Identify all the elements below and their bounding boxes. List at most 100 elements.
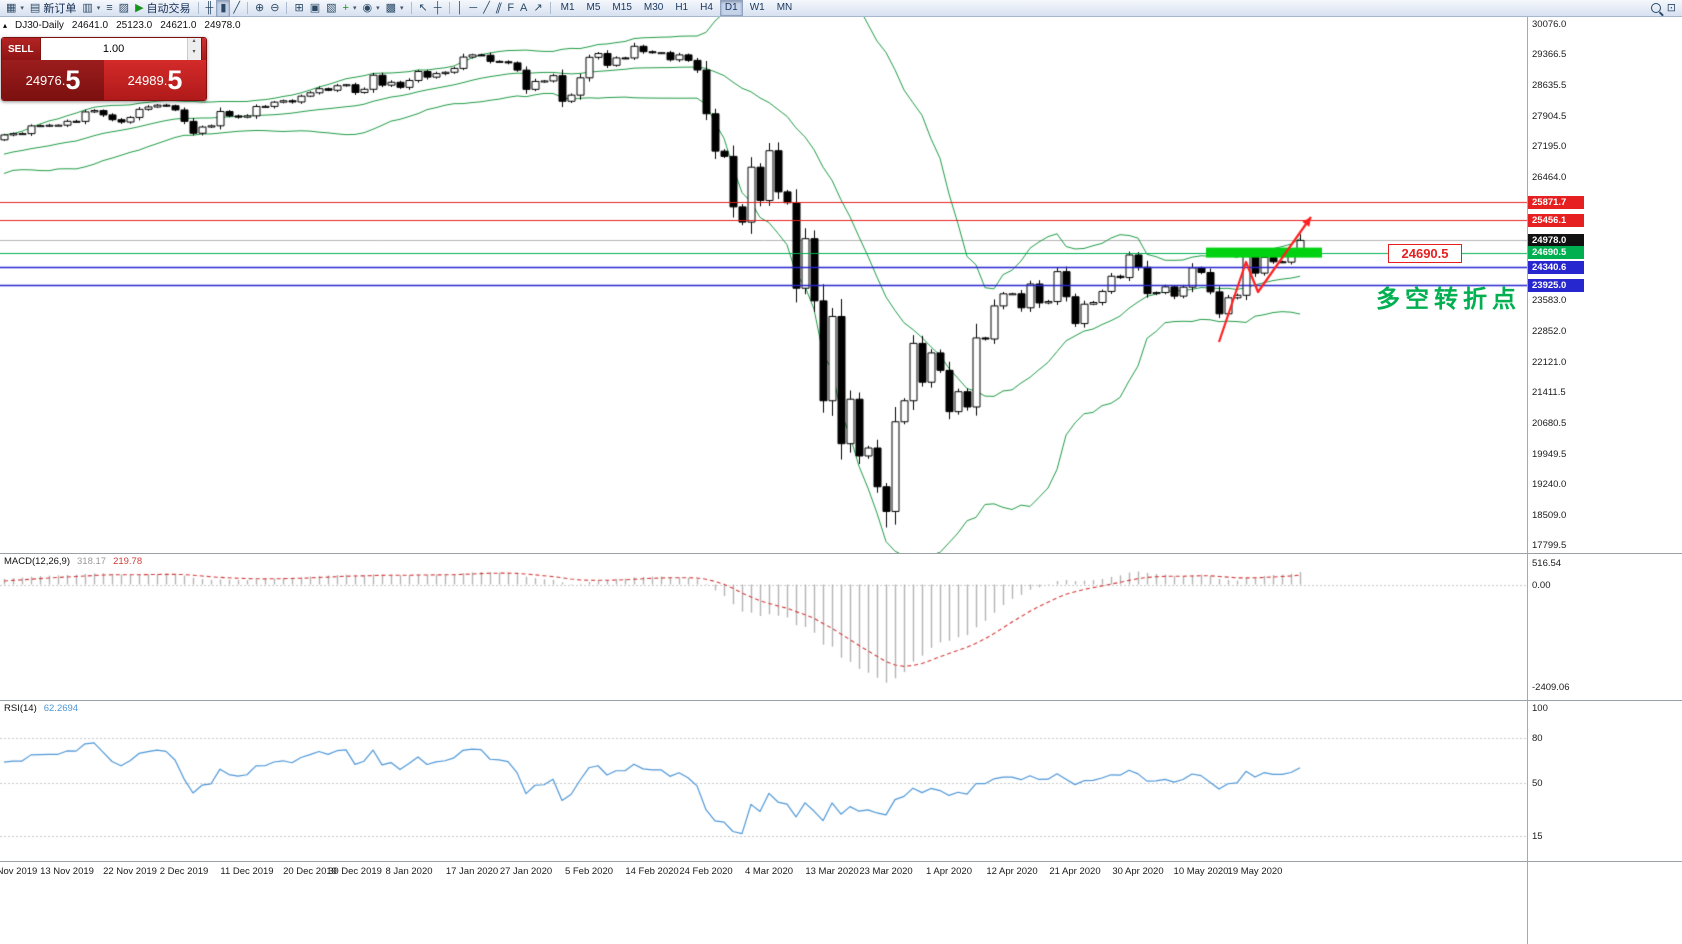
panel-separator[interactable] — [0, 553, 1682, 554]
toolbar: ▦ ▾ ▤ 新订单 ▥ ▾ ≡ ▨ ▶ 自动交易 ╫ ▮ ╱ ⊕ ⊖ ⊞ ▣ ▧ + ▾ ◉ ▾ ▩ ▾ ↖ ┼ │ ─ ╱ ∥ F A ↗ M1… — [0, 0, 1682, 17]
tile-windows-button[interactable]: ⊞ — [291, 1, 306, 16]
line-chart-button[interactable]: ╱ — [230, 1, 243, 16]
market-watch-button[interactable]: ≡ — [103, 1, 115, 16]
volume-up-icon[interactable]: ▴ — [187, 38, 201, 49]
vertical-line-tool-button[interactable]: │ — [454, 1, 467, 16]
timeframe-w1-button[interactable]: W1 — [749, 2, 765, 13]
date-label: 19 May 2020 — [1227, 866, 1283, 877]
buy-price-button[interactable]: 24989. 5 — [104, 60, 206, 100]
templates-icon: ▩ — [385, 2, 396, 14]
horizontal-line-tool-button[interactable]: ─ — [466, 1, 480, 16]
volume-down-icon[interactable]: ▾ — [187, 49, 201, 60]
one-click-collapse-icon[interactable]: ▴ — [3, 21, 8, 30]
timeframe-m30-button[interactable]: M30 — [643, 2, 664, 13]
text-tool-button[interactable]: A — [517, 1, 530, 16]
price-tag-support-line[interactable]: 24690.5 — [1528, 246, 1584, 260]
price-tag-support-line[interactable]: 24340.6 — [1528, 260, 1584, 274]
profiles-button[interactable]: ▥ ▾ — [79, 1, 103, 16]
date-label: 5 Nov 2019 — [0, 866, 38, 877]
timeframe-m5-button[interactable]: M5 — [586, 2, 601, 13]
price-axis[interactable]: 30076.0 29366.5 28635.5 27904.5 27195.0 26464… — [1527, 17, 1682, 944]
bar-chart-button[interactable]: ╫ — [203, 1, 217, 16]
new-chart-icon: ▦ — [6, 2, 17, 14]
indicators-button[interactable]: + ▾ — [340, 1, 360, 16]
panel-separator[interactable] — [0, 861, 1682, 862]
data-window-button[interactable]: ▨ — [116, 1, 132, 16]
toolbar-separator — [197, 2, 199, 14]
autotrading-button[interactable]: ▶ 自动交易 — [132, 1, 193, 16]
price-grid-label: 22852.0 — [1532, 325, 1567, 337]
one-click-trading-widget[interactable]: SELL ▴ ▾ BUY 24976. 5 24989. 5 — [1, 37, 207, 101]
rsi-panel-canvas[interactable] — [0, 701, 1527, 861]
line-chart-icon: ╱ — [233, 2, 241, 14]
rsi-axis-label: 100 — [1532, 703, 1548, 714]
macd-panel-canvas[interactable] — [0, 554, 1527, 700]
price-callout-label[interactable]: 24690.5 — [1388, 244, 1462, 263]
sell-button[interactable]: SELL — [2, 38, 41, 60]
channel-tool-button[interactable]: ∥ — [493, 1, 505, 16]
dropdown-caret-icon: ▾ — [376, 5, 380, 12]
buy-button[interactable]: BUY — [200, 38, 206, 60]
rsi-label: RSI(14) 62.2694 — [4, 703, 78, 714]
date-label: 27 Jan 2020 — [499, 866, 553, 877]
candlestick-chart-icon: ▮ — [220, 2, 227, 14]
search-button[interactable] — [1648, 1, 1664, 16]
chart-window: ▴ DJ30-Daily 24641.0 25123.0 24621.0 249… — [0, 17, 1682, 944]
volume-input[interactable] — [40, 38, 187, 60]
date-label: 30 Dec 2019 — [328, 866, 382, 877]
date-label: 13 Nov 2019 — [40, 866, 94, 877]
timeframe-h4-button[interactable]: H4 — [700, 2, 713, 13]
fibonacci-tool-icon: F — [507, 2, 515, 14]
text-tool-icon: A — [520, 2, 528, 14]
templates-button[interactable]: ▩ ▾ — [383, 1, 407, 16]
crosshair-tool-button[interactable]: ┼ — [431, 1, 445, 16]
macd-main-value: 318.17 — [77, 556, 107, 567]
trendline-tool-button[interactable]: ╱ — [480, 1, 493, 16]
new-order-button[interactable]: ▤ 新订单 — [27, 1, 79, 16]
date-label: 22 Nov 2019 — [103, 866, 157, 877]
timeframe-m1-button[interactable]: M1 — [560, 2, 575, 13]
toolbar-separator — [410, 2, 412, 14]
timeframe-h1-button[interactable]: H1 — [675, 2, 689, 13]
timeframe-d1-button[interactable]: D1 — [719, 0, 743, 16]
annotation-text-note[interactable]: 多空转折点 — [1376, 286, 1521, 313]
candlestick-chart-button[interactable]: ▮ — [216, 0, 231, 17]
new-order-label: 新订单 — [43, 3, 77, 15]
date-label: 23 Mar 2020 — [859, 866, 913, 877]
volume-stepper[interactable]: ▴ ▾ — [186, 38, 201, 60]
arrows-tool-button[interactable]: ↗ — [530, 1, 545, 16]
trendline-tool-icon: ╱ — [483, 2, 490, 14]
sell-price-button[interactable]: 24976. 5 — [2, 60, 104, 100]
date-label: 10 May 2020 — [1173, 866, 1229, 877]
date-label: 13 Mar 2020 — [805, 866, 859, 877]
arrange-windows-icon: ▧ — [326, 2, 337, 14]
zoom-in-button[interactable]: ⊕ — [252, 1, 267, 16]
fibonacci-tool-button[interactable]: F — [504, 1, 517, 16]
vertical-line-tool-icon: │ — [456, 2, 464, 14]
arrange-windows-button[interactable]: ▧ — [323, 1, 339, 16]
new-window-button[interactable]: ⊡ — [1664, 1, 1679, 16]
price-tag-resistance-line[interactable]: 25871.7 — [1528, 195, 1584, 209]
toolbar-separator — [448, 2, 450, 14]
price-tag-bid-price[interactable]: 24978.0 — [1528, 233, 1584, 247]
search-icon — [1650, 3, 1661, 13]
price-tag-support-line[interactable]: 23925.0 — [1528, 278, 1584, 292]
cascade-windows-button[interactable]: ▣ — [307, 1, 323, 16]
periods-button[interactable]: ◉ ▾ — [359, 1, 382, 16]
price-axis-border — [1527, 17, 1528, 944]
timeframe-mn-button[interactable]: MN — [776, 2, 793, 13]
price-grid-label: 29366.5 — [1532, 49, 1567, 61]
horizontal-line-tool-icon: ─ — [469, 2, 478, 14]
new-chart-button[interactable]: ▦ ▾ — [3, 1, 27, 16]
symbol-name: DJ30-Daily — [15, 20, 64, 31]
date-label: 8 Jan 2020 — [385, 866, 433, 877]
cursor-tool-button[interactable]: ↖ — [416, 1, 431, 16]
macd-signal-value: 219.78 — [113, 556, 143, 567]
panel-separator[interactable] — [0, 700, 1682, 701]
zoom-out-button[interactable]: ⊖ — [267, 1, 282, 16]
timeframe-m15-button[interactable]: M15 — [612, 2, 632, 13]
volume-field[interactable]: ▴ ▾ — [40, 38, 201, 60]
price-tag-resistance-line[interactable]: 25456.1 — [1528, 213, 1584, 227]
price-chart-canvas[interactable] — [0, 17, 1527, 553]
